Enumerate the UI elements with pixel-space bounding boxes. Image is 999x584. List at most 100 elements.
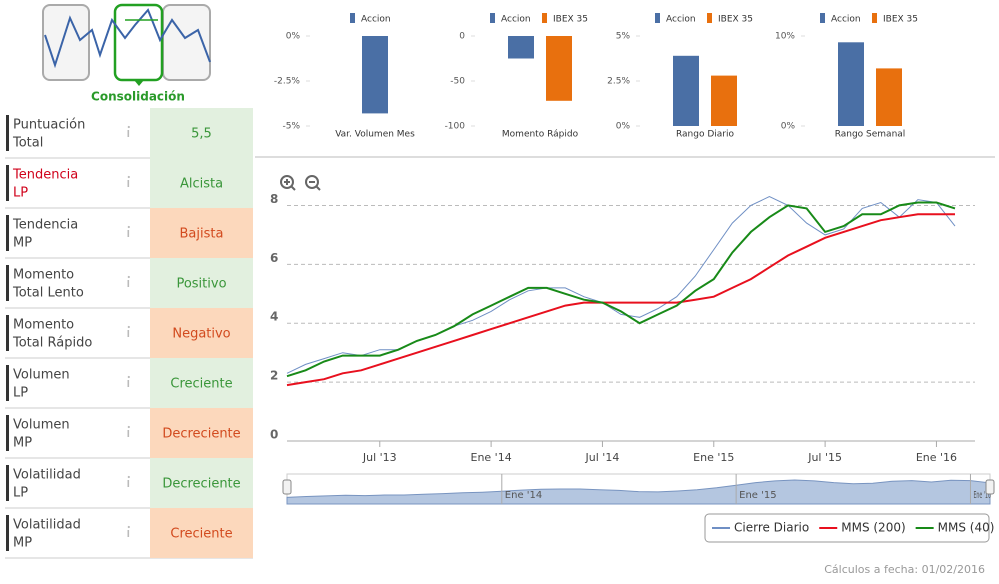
y-tick-label: 0 [270,428,278,442]
info-icon-dot [127,425,130,429]
bar [362,36,388,114]
y-tick-label: -50 [450,77,465,87]
line-series [286,196,956,374]
indicator-cell [150,408,253,458]
indicator-value: Creciente [170,527,232,542]
indicator-label: Total Rápido [12,336,92,351]
indicator-label: Momento [13,268,74,283]
y-tick-label: 6 [270,251,278,265]
indicator-label: Volatilidad [13,518,81,533]
line-series [286,213,955,387]
bar [508,36,534,59]
indicator-cell [150,258,253,308]
indicator-label: Total Lento [12,286,84,301]
x-tick-label: Ene '16 [916,451,957,464]
indicator-label: MP [13,536,32,551]
indicator-value: Alcista [180,177,223,192]
navigator-handle[interactable] [985,479,995,495]
chart-title: Var. Volumen Mes [335,130,415,140]
info-icon-dot [127,125,130,129]
zoom-out[interactable] [305,175,319,189]
bar [673,55,699,126]
info-icon [127,230,130,237]
zoom-controls[interactable] [280,175,321,191]
y-tick-label: 0% [781,122,796,132]
indicator-value: Decreciente [162,477,240,492]
indicator-label: Puntuación [13,118,85,133]
info-icon-dot [127,275,130,279]
legend-swatch [707,13,712,23]
indicator-cell [150,458,253,508]
y-tick-label: 0% [286,32,301,42]
indicator-label: LP [13,386,28,401]
legend-label: IBEX 35 [883,15,918,25]
indicator-cell [150,358,253,408]
indicator-label: Tendencia [12,218,78,233]
row-marker [6,265,9,301]
info-icon-dot [127,225,130,229]
bar [711,75,737,126]
footer: Cálculos a fecha: 01/02/2016 [824,563,985,576]
row-marker [6,215,9,251]
indicator-label: Momento [13,318,74,333]
legend-swatch [872,13,877,23]
chart-title: Momento Rápido [502,130,579,140]
y-tick-label: 10% [775,32,795,42]
y-tick-label: -2.5% [274,77,301,87]
legend-label: Cierre Diario [734,521,809,535]
y-tick-label: 2 [270,369,278,383]
legend-label: Accion [831,15,861,25]
indicator-cell [150,308,253,358]
info-icon [127,330,130,337]
indicator-value: Bajista [180,227,224,242]
info-icon [127,380,130,387]
indicator-label: LP [13,186,28,201]
navigator-tick-label: Ene '15 [739,490,776,501]
logo: Consolidación [42,3,211,104]
indicator-label: Tendencia [12,168,78,183]
y-tick-label: 4 [270,310,278,324]
indicator-label: MP [13,436,32,451]
zoom-out-icon [309,181,321,191]
chart-title: Rango Diario [676,130,735,140]
info-icon [127,480,130,487]
row-marker [6,465,9,501]
info-icon-dot [127,375,130,379]
legend-swatch [820,13,825,23]
info-icon [127,180,130,187]
logo-sparkline [44,8,211,69]
bar [838,42,864,126]
row-marker [6,515,9,551]
indicator-cell [150,108,253,158]
logo-box-active [113,3,164,82]
indicator-cell [150,158,253,208]
bar [546,36,572,101]
legend-box [704,513,990,543]
row-marker [6,115,9,151]
indicator-label: Total [12,136,43,151]
zoom-in[interactable] [280,175,294,189]
indicator-value: Creciente [170,377,232,392]
x-tick-label: Ene '14 [471,451,512,464]
info-icon-dot [127,325,130,329]
indicator-cell [150,508,253,558]
indicator-value: Negativo [172,327,230,342]
info-icon [127,430,130,437]
bar [876,68,902,126]
logo-pointer [134,80,144,86]
indicator-label: LP [13,486,28,501]
x-tick-label: Ene '15 [693,451,734,464]
navigator-handle[interactable] [282,479,292,495]
indicator-value: 5,5 [191,127,212,142]
legend-label: Accion [666,15,696,25]
indicator-label: Volumen [13,418,70,433]
y-tick-label: 0 [459,32,465,42]
y-tick-label: -100 [445,122,466,132]
y-tick-label: 0% [616,122,631,132]
legend-label: MMS (40) [938,521,995,535]
legend-swatch [655,13,660,23]
indicator-label: MP [13,236,32,251]
info-icon-dot [127,475,130,479]
row-marker [6,165,9,201]
